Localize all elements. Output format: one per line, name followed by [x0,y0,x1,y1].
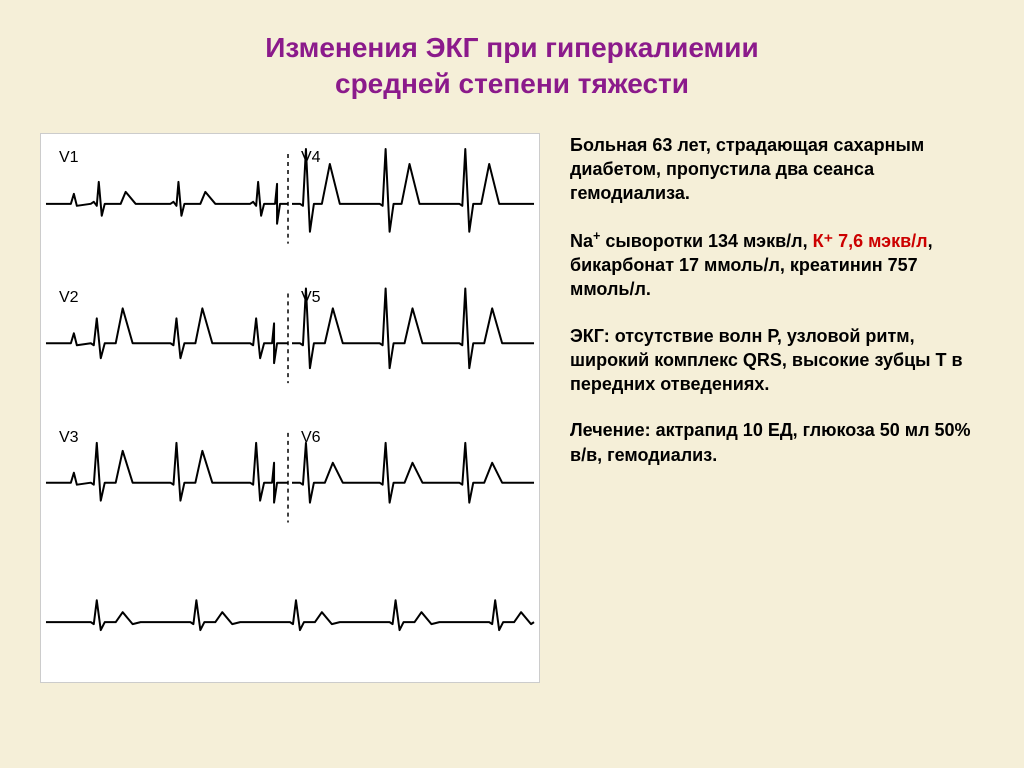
clinical-history: Больная 63 лет, страдающая сахарным диаб… [570,133,984,206]
ecg-trace-r2r [292,288,534,368]
title-line-1: Изменения ЭКГ при гиперкалиемии [265,32,758,63]
ecg-trace-r2l [46,308,288,363]
lead-label-v3: V3 [59,429,79,447]
lab-values: Na+ сыворотки 134 мэкв/л, К⁺ 7,6 мэкв/л,… [570,228,984,302]
ecg-trace-r1r [292,149,534,232]
treatment: Лечение: актрапид 10 ЕД, глюкоза 50 мл 5… [570,418,984,467]
potassium-value: К⁺ 7,6 мэкв/л [813,231,928,251]
lead-label-v5: V5 [301,289,321,307]
lead-label-v2: V2 [59,289,79,307]
slide-title: Изменения ЭКГ при гиперкалиемии средней … [40,30,984,103]
ecg-trace-r1l [46,182,288,224]
ecg-findings: ЭКГ: отсутствие волн Р, узловой ритм, ши… [570,324,984,397]
ecg-svg [41,134,539,682]
text-panel: Больная 63 лет, страдающая сахарным диаб… [570,133,984,683]
lead-label-v6: V6 [301,429,321,447]
lead-label-v4: V4 [301,149,321,167]
ecg-trace-r3l [46,443,288,503]
ecg-trace-r4 [46,600,534,630]
lead-label-v1: V1 [59,149,79,167]
content-row: V1 V4 V2 V5 V3 V6 Больная 63 лет, страда… [40,133,984,683]
ecg-trace-r3r [292,443,534,503]
title-line-2: средней степени тяжести [335,68,689,99]
ecg-panel: V1 V4 V2 V5 V3 V6 [40,133,540,683]
